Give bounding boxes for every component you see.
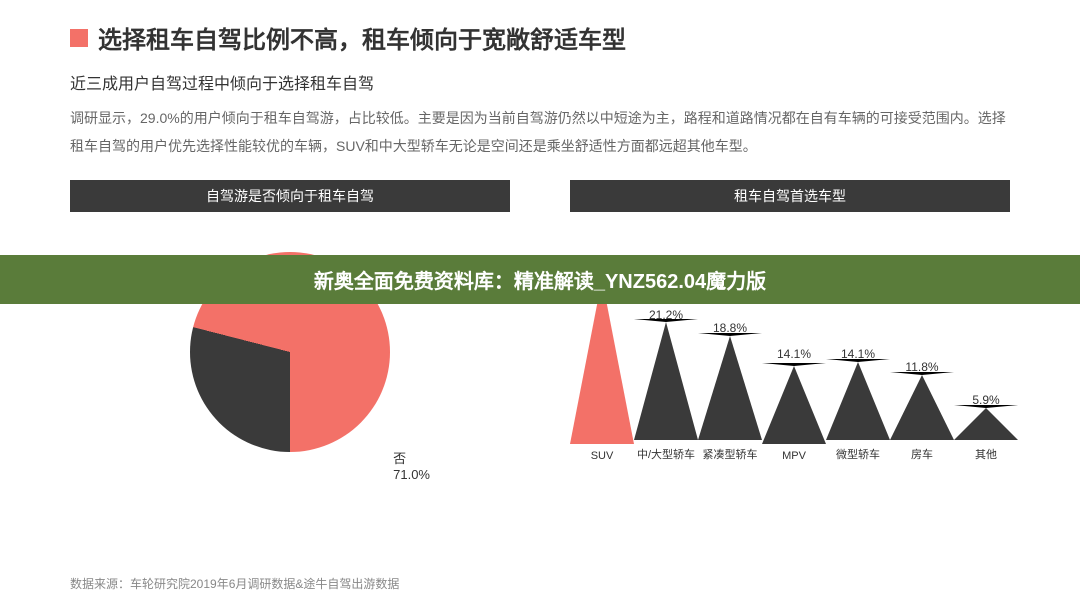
- triangle-icon: [890, 372, 954, 440]
- triangle-chart-title: 租车自驾首选车型: [570, 180, 1010, 212]
- triangle-value-label: 21.2%: [649, 308, 683, 322]
- subtitle: 近三成用户自驾过程中倾向于选择租车自驾: [70, 70, 1010, 94]
- triangle-category-label: 中/大型轿车: [637, 446, 695, 462]
- pie-no-text: 否: [393, 448, 430, 467]
- triangle-value-label: 14.1%: [777, 347, 811, 361]
- triangle-category-label: MPV: [782, 450, 806, 462]
- triangle-value-label: 14.1%: [841, 347, 875, 361]
- page-title: 选择租车自驾比例不高，租车倾向于宽敞舒适车型: [98, 20, 626, 55]
- triangle-icon: [954, 405, 1018, 440]
- triangle-value-label: 18.8%: [713, 321, 747, 335]
- triangle-category-label: SUV: [591, 450, 614, 462]
- title-marker-icon: [70, 29, 88, 47]
- triangle-value-label: 11.8%: [905, 360, 938, 374]
- triangle-chart-box: 租车自驾首选车型 SUV21.2%中/大型轿车18.8%紧凑型轿车14.1%MP…: [570, 180, 1010, 492]
- overlay-banner: 新奥全面免费资料库：精准解读_YNZ562.04魔力版: [0, 255, 1080, 304]
- triangle-item: 14.1%MPV: [762, 363, 826, 462]
- data-source: 数据来源：车轮研究院2019年6月调研数据&途牛自驾出游数据: [70, 575, 399, 592]
- pie-chart-title: 自驾游是否倾向于租车自驾: [70, 180, 510, 212]
- charts-container: 自驾游是否倾向于租车自驾 是 29.0% 否 71.0% 租车自驾首选车型 SU…: [0, 170, 1080, 492]
- triangle-value-label: 5.9%: [972, 393, 999, 407]
- triangle-category-label: 房车: [911, 446, 933, 462]
- triangle-icon: [762, 363, 826, 444]
- pie-chart-box: 自驾游是否倾向于租车自驾 是 29.0% 否 71.0%: [70, 180, 510, 492]
- triangle-item: 5.9%其他: [954, 405, 1018, 462]
- title-row: 选择租车自驾比例不高，租车倾向于宽敞舒适车型: [70, 20, 1010, 55]
- triangle-category-label: 微型轿车: [836, 446, 880, 462]
- triangle-icon: [634, 319, 698, 440]
- triangle-icon: [826, 359, 890, 440]
- description: 调研显示，29.0%的用户倾向于租车自驾游，占比较低。主要是因为当前自驾游仍然以…: [70, 104, 1010, 160]
- triangle-category-label: 其他: [975, 446, 997, 462]
- triangle-item: 14.1%微型轿车: [826, 359, 890, 462]
- triangle-category-label: 紧凑型轿车: [703, 446, 758, 462]
- header: 选择租车自驾比例不高，租车倾向于宽敞舒适车型 近三成用户自驾过程中倾向于选择租车…: [0, 0, 1080, 170]
- triangle-item: 11.8%房车: [890, 372, 954, 462]
- triangle-chart: SUV21.2%中/大型轿车18.8%紧凑型轿车14.1%MPV14.1%微型轿…: [570, 212, 1010, 492]
- triangle-item: 18.8%紧凑型轿车: [698, 333, 762, 462]
- pie-no-value: 71.0%: [393, 467, 430, 482]
- triangle-item: 21.2%中/大型轿车: [634, 319, 698, 462]
- triangle-icon: [698, 333, 762, 440]
- pie-no-label: 否 71.0%: [393, 448, 430, 482]
- pie-chart: 是 29.0% 否 71.0%: [70, 212, 510, 492]
